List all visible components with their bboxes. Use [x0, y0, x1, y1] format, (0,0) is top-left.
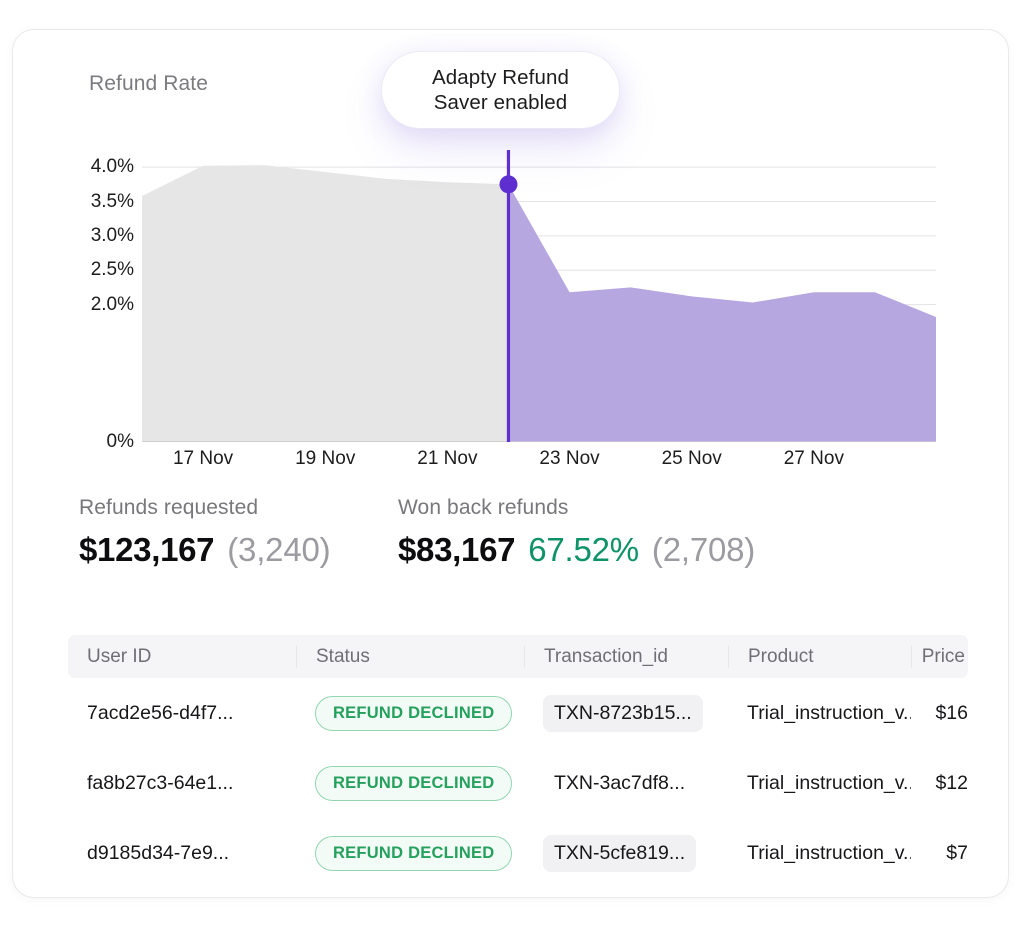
transaction-id-chip[interactable]: TXN-3ac7df8... — [554, 771, 686, 794]
metric-label: Refunds requested — [79, 496, 259, 519]
cell-product: Trial_instruction_v... — [747, 841, 911, 864]
table-row[interactable]: d9185d34-7e9... REFUND DECLINED TXN-5cfe81… — [68, 818, 968, 888]
cell-price: $12 — [935, 771, 968, 794]
table-header-cell[interactable]: Product — [728, 645, 911, 668]
refund-rate-chart: Refund Rate Adapty Refund Saver enabled … — [13, 30, 1010, 469]
annotation-tooltip: Adapty Refund Saver enabled — [382, 52, 619, 128]
refund-rate-card: Refund Rate Adapty Refund Saver enabled … — [12, 29, 1009, 898]
cell-product: Trial_instruction_v... — [747, 701, 911, 724]
metric-count-value: (2,708) — [651, 531, 756, 568]
x-axis-tick-label: 17 Nov — [172, 448, 234, 469]
metric-refunds-requested: Refunds requested $123,167 (3,240) — [79, 496, 331, 569]
x-axis-tick-label: 27 Nov — [783, 448, 844, 469]
annotation-marker-dot — [499, 175, 518, 194]
chart-y-axis: 0% 2.0% 2.5% 3.0% 3.5% 4.0% — [68, 150, 134, 452]
chart-title: Refund Rate — [89, 72, 209, 95]
cell-user-id: d9185d34-7e9... — [87, 841, 230, 864]
area-series-before — [142, 165, 509, 442]
y-axis-tick-label: 3.5% — [90, 190, 134, 212]
x-axis-tick-label: 19 Nov — [295, 448, 356, 469]
chart-plot-area — [142, 150, 936, 442]
table-row[interactable]: fa8b27c3-64e1... REFUND DECLINED TXN-3ac7d… — [68, 748, 968, 818]
status-badge: REFUND DECLINED — [315, 695, 513, 731]
table-header-cell[interactable]: Transaction_id — [524, 645, 728, 668]
cell-product: Trial_instruction_v... — [747, 771, 911, 794]
metric-percent-value: 67.52% — [528, 531, 639, 568]
table-body: 7acd2e56-d4f7... REFUND DECLINED TXN-8723b… — [68, 678, 968, 888]
metric-label: Won back refunds — [398, 496, 569, 519]
cell-price: $16 — [935, 701, 968, 724]
cell-transaction-id: TXN-8723b15... — [524, 694, 728, 732]
metric-values: $123,167 (3,240) — [79, 531, 331, 569]
transaction-id-chip[interactable]: TXN-5cfe819... — [543, 834, 697, 872]
y-axis-tick-label: 2.0% — [90, 293, 134, 315]
cell-transaction-id: TXN-5cfe819... — [524, 834, 728, 872]
cell-status: REFUND DECLINED — [296, 765, 524, 801]
table-header-cell[interactable]: Price — [911, 645, 968, 668]
status-badge: REFUND DECLINED — [315, 765, 513, 801]
metric-main-value: $83,167 — [398, 531, 516, 568]
y-axis-tick-label: 4.0% — [90, 156, 134, 178]
metric-values: $83,167 67.52% (2,708) — [398, 531, 755, 569]
transaction-id-chip[interactable]: TXN-8723b15... — [543, 694, 703, 732]
annotation-line-2: Saver enabled — [433, 91, 568, 114]
x-axis-tick-label: 21 Nov — [417, 448, 478, 469]
cell-user-id: fa8b27c3-64e1... — [87, 771, 234, 794]
refunds-table: User ID Status Transaction_id Product Price … — [68, 635, 968, 888]
cell-transaction-id: TXN-3ac7df8... — [524, 765, 728, 802]
metric-main-value: $123,167 — [79, 531, 215, 568]
metric-count-value: (3,240) — [227, 531, 331, 568]
cell-user-id: 7acd2e56-d4f7... — [87, 701, 234, 724]
status-badge: REFUND DECLINED — [315, 835, 513, 871]
y-axis-tick-label: 3.0% — [90, 224, 134, 246]
table-header-cell[interactable]: Status — [296, 645, 524, 668]
x-axis-tick-label: 23 Nov — [539, 448, 600, 469]
y-axis-tick-label: 2.5% — [90, 259, 134, 281]
annotation-line-1: Adapty Refund — [432, 66, 569, 89]
annotation-tooltip-text: Adapty Refund Saver enabled — [432, 65, 569, 115]
table-header-cell[interactable]: User ID — [87, 645, 152, 667]
metric-won-back-refunds: Won back refunds $83,167 67.52% (2,708) — [398, 496, 755, 569]
chart-x-axis: 17 Nov 19 Nov 21 Nov 23 Nov 25 Nov 27 Nov — [142, 448, 936, 478]
x-axis-tick-label: 25 Nov — [661, 448, 722, 469]
cell-status: REFUND DECLINED — [296, 695, 524, 731]
table-row[interactable]: 7acd2e56-d4f7... REFUND DECLINED TXN-8723b… — [68, 678, 968, 748]
cell-price: $7 — [946, 841, 968, 864]
table-header-row: User ID Status Transaction_id Product Price — [68, 635, 968, 678]
y-axis-tick-label: 0% — [106, 431, 134, 452]
cell-status: REFUND DECLINED — [296, 835, 524, 871]
chart-svg — [142, 150, 936, 442]
area-series-after — [508, 184, 936, 442]
